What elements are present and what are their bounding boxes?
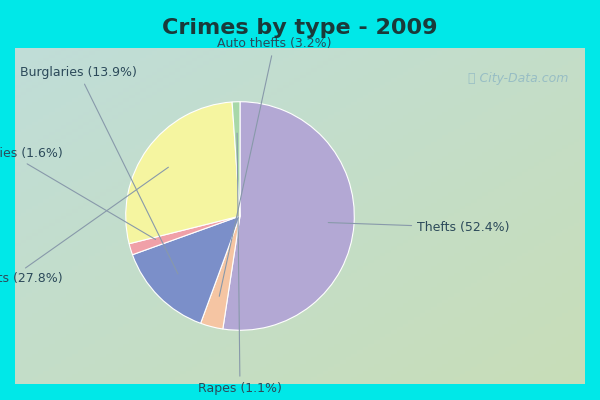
Wedge shape <box>232 102 240 216</box>
Text: ⓘ City-Data.com: ⓘ City-Data.com <box>467 72 568 84</box>
Text: Thefts (52.4%): Thefts (52.4%) <box>328 221 509 234</box>
Text: Auto thefts (3.2%): Auto thefts (3.2%) <box>217 37 332 296</box>
Wedge shape <box>200 216 240 329</box>
Wedge shape <box>129 216 240 255</box>
Text: Crimes by type - 2009: Crimes by type - 2009 <box>162 18 438 38</box>
Wedge shape <box>223 102 354 330</box>
Wedge shape <box>133 216 240 323</box>
Wedge shape <box>126 102 240 244</box>
Text: Assaults (27.8%): Assaults (27.8%) <box>0 167 169 285</box>
Text: Rapes (1.1%): Rapes (1.1%) <box>198 133 282 395</box>
Text: Burglaries (13.9%): Burglaries (13.9%) <box>20 66 178 274</box>
Text: Robberies (1.6%): Robberies (1.6%) <box>0 147 155 240</box>
